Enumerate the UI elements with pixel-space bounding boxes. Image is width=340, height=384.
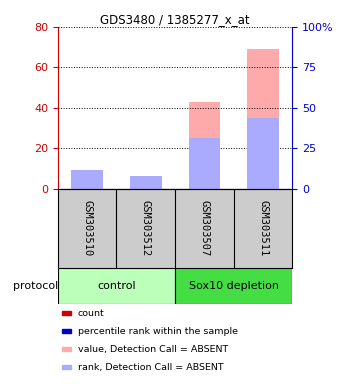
Bar xyxy=(71,170,103,189)
Text: GSM303511: GSM303511 xyxy=(258,200,268,257)
Bar xyxy=(247,49,279,189)
Bar xyxy=(63,347,71,351)
Bar xyxy=(130,179,162,189)
Text: percentile rank within the sample: percentile rank within the sample xyxy=(78,327,238,336)
Bar xyxy=(71,173,103,189)
Text: protocol: protocol xyxy=(13,281,58,291)
Bar xyxy=(63,311,71,315)
Bar xyxy=(130,176,162,189)
Bar xyxy=(58,268,175,304)
Text: control: control xyxy=(97,281,136,291)
Bar xyxy=(175,268,292,304)
Text: count: count xyxy=(78,309,105,318)
Text: GSM303507: GSM303507 xyxy=(200,200,209,257)
Bar xyxy=(247,118,279,189)
Text: value, Detection Call = ABSENT: value, Detection Call = ABSENT xyxy=(78,345,228,354)
Bar xyxy=(189,138,220,189)
Title: GDS3480 / 1385277_x_at: GDS3480 / 1385277_x_at xyxy=(100,13,250,26)
Text: rank, Detection Call = ABSENT: rank, Detection Call = ABSENT xyxy=(78,363,224,372)
Text: GSM303510: GSM303510 xyxy=(82,200,92,257)
Bar xyxy=(189,102,220,189)
Text: GSM303512: GSM303512 xyxy=(141,200,151,257)
Bar xyxy=(63,329,71,333)
Bar xyxy=(63,365,71,369)
Text: Sox10 depletion: Sox10 depletion xyxy=(189,281,279,291)
